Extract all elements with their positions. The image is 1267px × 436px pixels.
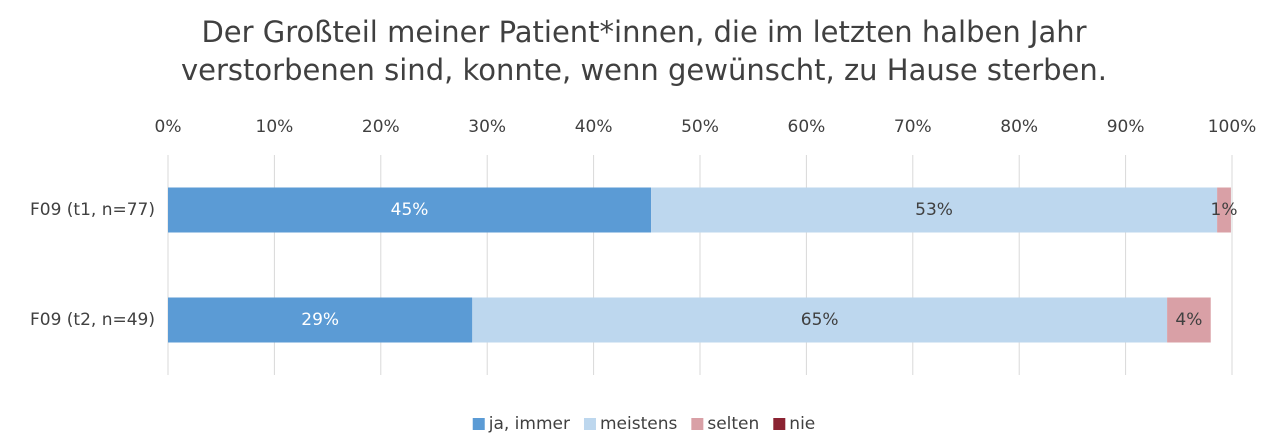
bar-segment	[168, 297, 473, 343]
x-tick-label: 80%	[1000, 117, 1038, 137]
value-label: 65%	[801, 310, 839, 330]
bar-segment	[651, 187, 1218, 233]
bar-segment	[472, 297, 1168, 343]
x-tick-label: 30%	[468, 117, 506, 137]
x-tick-label: 0%	[155, 117, 182, 137]
legend-swatch	[583, 418, 596, 430]
value-label: 45%	[391, 200, 429, 220]
value-label: 4%	[1175, 310, 1202, 330]
bar-segment	[1217, 187, 1231, 233]
y-tick-label: F09 (t1, n=77)	[30, 200, 155, 220]
y-tick-label: F09 (t2, n=49)	[30, 310, 155, 330]
value-label: 29%	[301, 310, 339, 330]
legend-swatch	[691, 418, 704, 430]
legend-label: selten	[707, 414, 759, 434]
x-tick-label: 100%	[1208, 117, 1257, 137]
chart-title: verstorbenen sind, konnte, wenn gewünsch…	[181, 53, 1107, 87]
value-label: 1%	[1211, 200, 1238, 220]
x-tick-label: 70%	[894, 117, 932, 137]
bar-segment	[168, 187, 652, 233]
x-tick-label: 90%	[1107, 117, 1145, 137]
x-tick-label: 20%	[362, 117, 400, 137]
chart-title: Der Großteil meiner Patient*innen, die i…	[201, 15, 1086, 49]
legend-swatch	[773, 418, 786, 430]
x-tick-label: 60%	[788, 117, 826, 137]
x-tick-label: 10%	[256, 117, 294, 137]
bar-segment	[1167, 297, 1211, 343]
legend-label: ja, immer	[488, 414, 570, 434]
value-label: 53%	[915, 200, 953, 220]
legend-swatch	[472, 418, 485, 430]
legend-label: meistens	[600, 414, 677, 434]
legend-label: nie	[789, 414, 815, 434]
x-tick-label: 50%	[681, 117, 719, 137]
x-tick-label: 40%	[575, 117, 613, 137]
